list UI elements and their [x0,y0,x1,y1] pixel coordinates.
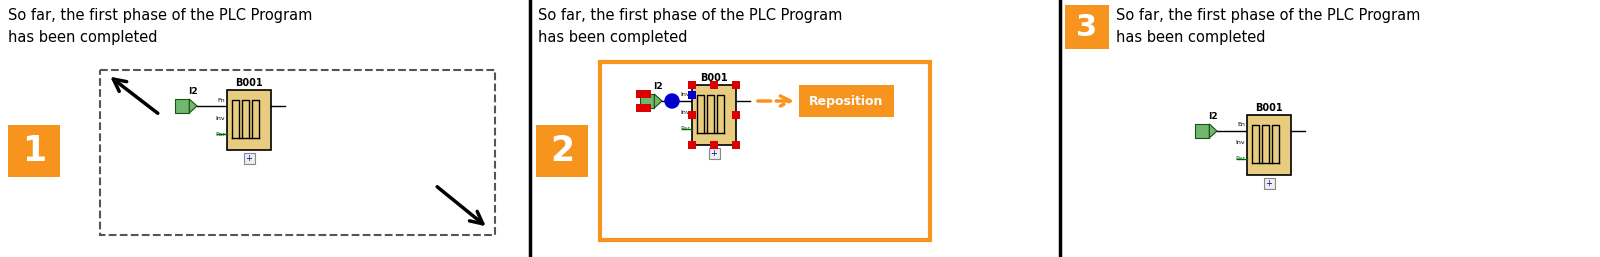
Text: has been completed: has been completed [1117,30,1266,45]
Bar [688,91,696,99]
Bar [227,90,270,150]
Bar [637,104,643,112]
Bar [733,111,739,119]
Bar [174,99,189,113]
Text: En: En [1237,123,1245,127]
Bar [1195,124,1210,138]
Bar [733,81,739,89]
Bar [243,153,254,164]
Polygon shape [1210,124,1218,138]
Text: has been completed: has been completed [8,30,157,45]
Text: So far, the first phase of the PLC Program: So far, the first phase of the PLC Progr… [1117,8,1421,23]
Bar [643,104,651,112]
Bar [798,85,894,117]
Text: I2: I2 [653,82,662,91]
Text: B001: B001 [701,73,728,83]
Polygon shape [189,99,197,113]
Bar [1246,115,1291,175]
Text: Inv: Inv [680,111,690,115]
Text: +: + [245,154,253,163]
Bar [600,62,930,240]
Text: 1: 1 [22,134,46,168]
Bar [640,94,654,108]
Text: So far, the first phase of the PLC Program: So far, the first phase of the PLC Progr… [8,8,312,23]
Text: Reposition: Reposition [810,95,883,107]
Text: B001: B001 [1254,103,1283,113]
Bar [1264,178,1275,189]
Text: I2: I2 [189,87,198,96]
Bar [99,70,494,235]
Bar [691,85,736,145]
Text: 3: 3 [1077,13,1098,41]
Bar [710,141,718,149]
Polygon shape [654,94,662,108]
Bar [710,81,718,89]
Bar [1066,5,1109,49]
Bar [688,111,696,119]
Text: B001: B001 [235,78,262,88]
Text: +: + [710,149,717,158]
Text: Par: Par [214,132,226,136]
Text: +: + [1266,179,1272,188]
Bar [536,125,589,177]
Bar [688,141,696,149]
Bar [637,90,643,98]
Bar [688,81,696,89]
Text: has been completed: has been completed [538,30,688,45]
Text: I2: I2 [1208,112,1218,121]
Text: Inv: Inv [1235,141,1245,145]
Text: 2: 2 [550,134,574,168]
Bar [733,141,739,149]
Circle shape [666,94,678,108]
Bar [8,125,61,177]
Bar [709,148,720,159]
Text: Fn: Fn [218,97,226,103]
Text: Par: Par [680,126,690,132]
Bar [643,90,651,98]
Text: Inv: Inv [216,115,226,121]
Text: So far, the first phase of the PLC Program: So far, the first phase of the PLC Progr… [538,8,842,23]
Text: Par: Par [1235,157,1245,161]
Text: Inv: Inv [680,93,690,97]
